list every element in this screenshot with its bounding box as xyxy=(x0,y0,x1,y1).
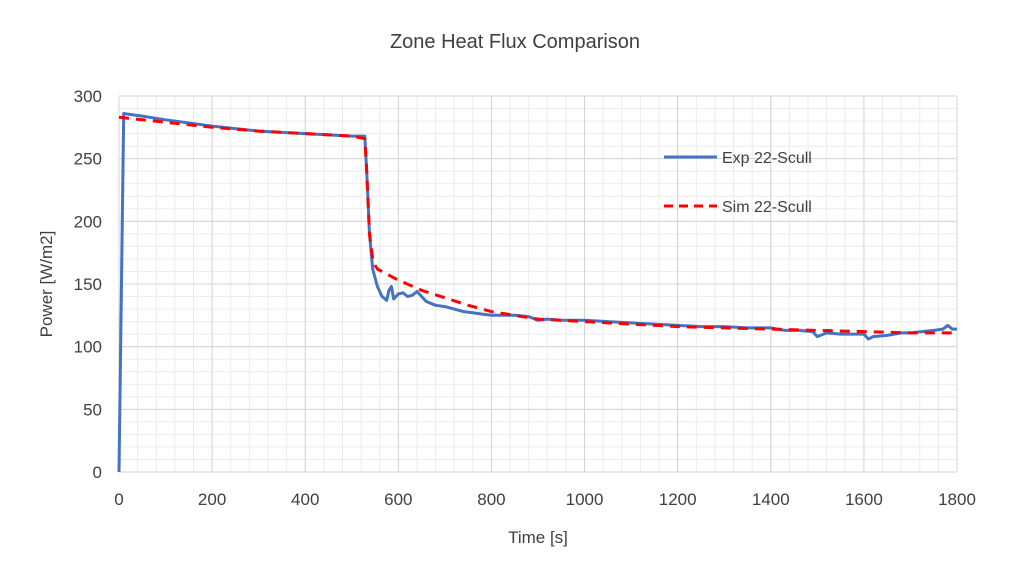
x-tick-label: 1600 xyxy=(845,490,883,509)
x-tick-label: 1400 xyxy=(752,490,790,509)
y-axis-ticks: 0 50 100 150 200 250 300 xyxy=(74,87,102,482)
legend-label-sim: Sim 22-Scull xyxy=(722,199,812,216)
x-axis-ticks: 0 200 400 600 800 1000 1200 1400 1600 1800 xyxy=(114,490,976,509)
y-tick-label: 300 xyxy=(74,87,102,106)
legend-label-exp: Exp 22-Scull xyxy=(722,150,812,167)
x-tick-label: 800 xyxy=(477,490,505,509)
x-axis-label: Time [s] xyxy=(508,528,568,547)
chart-title: Zone Heat Flux Comparison xyxy=(390,31,640,53)
x-tick-label: 1800 xyxy=(938,490,976,509)
x-tick-label: 0 xyxy=(114,490,123,509)
x-tick-label: 1000 xyxy=(566,490,604,509)
series-line-sim xyxy=(118,115,957,335)
y-axis-label: Power [W/m2] xyxy=(37,231,56,338)
y-tick-label: 250 xyxy=(74,150,102,169)
x-tick-label: 400 xyxy=(291,490,319,509)
y-tick-label: 50 xyxy=(83,400,102,419)
x-tick-label: 200 xyxy=(198,490,226,509)
y-tick-label: 200 xyxy=(74,212,102,231)
y-tick-label: 0 xyxy=(93,463,102,482)
series-layer xyxy=(117,112,957,473)
series-line-exp xyxy=(117,112,957,473)
major-gridlines xyxy=(118,95,958,473)
y-tick-label: 150 xyxy=(74,275,102,294)
y-tick-label: 100 xyxy=(74,338,102,357)
x-tick-label: 1200 xyxy=(659,490,697,509)
x-tick-label: 600 xyxy=(384,490,412,509)
legend: Exp 22-Scull Sim 22-Scull xyxy=(664,150,812,216)
